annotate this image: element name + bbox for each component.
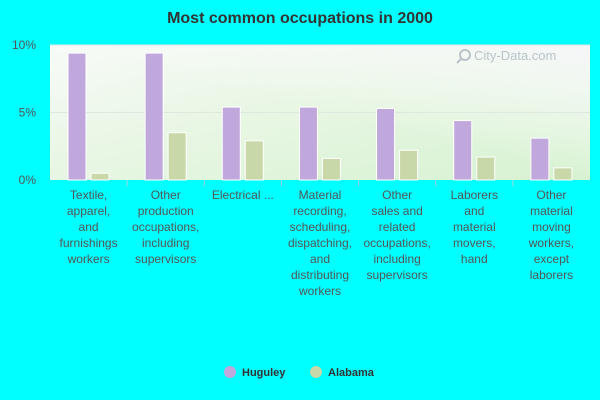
category-label-line: recording,: [293, 204, 346, 218]
category-label-line: occupations,: [132, 220, 199, 234]
category-label-line: including: [142, 236, 189, 250]
bar-alabama-4: [399, 149, 419, 181]
bar-alabama-3: [321, 157, 341, 181]
bar-alabama-0: [90, 172, 110, 181]
category-label-line: and: [79, 220, 99, 234]
magnifier-icon: [456, 49, 471, 64]
category-label-line: Electrical ...: [212, 188, 274, 202]
bar-huguley-4: [376, 107, 396, 181]
category-label-line: occupations,: [363, 236, 430, 250]
category-label-line: workers,: [528, 236, 574, 250]
category-label-line: related: [379, 220, 416, 234]
category-label-line: laborers: [530, 268, 573, 282]
category-label-line: distributing: [291, 268, 349, 282]
category-label-4: Other sales and related occupations, includi…: [363, 188, 430, 282]
category-label-line: Other: [382, 188, 412, 202]
category-label-line: workers: [67, 252, 110, 266]
category-label-line: except: [534, 252, 570, 266]
category-separators: [126, 180, 514, 186]
category-label-line: sales and: [371, 204, 422, 218]
category-label-line: workers: [298, 284, 341, 298]
chart-title: Most common occupations in 2000: [167, 10, 433, 27]
category-label-line: Other: [536, 188, 566, 202]
category-labels: Textile, apparel, and furnishings workers Oth…: [60, 188, 575, 298]
bar-huguley-3: [298, 106, 318, 181]
bar-huguley-0: [67, 52, 87, 181]
category-label-line: Textile,: [70, 188, 107, 202]
category-label-line: Other: [151, 188, 181, 202]
y-axis-ticks: 0% 5% 10%: [12, 38, 36, 187]
category-label-line: moving: [532, 220, 571, 234]
watermark: City-Data.com: [456, 48, 556, 64]
category-label-line: Laborers: [451, 188, 498, 202]
category-label-line: hand: [461, 252, 488, 266]
category-label-line: and: [310, 252, 330, 266]
category-label-2: Electrical ...: [212, 188, 274, 202]
category-label-line: dispatching,: [288, 236, 352, 250]
category-label-line: supervisors: [366, 268, 427, 282]
legend: Huguley Alabama: [224, 366, 375, 379]
category-label-line: scheduling,: [290, 220, 351, 234]
category-label-3: Material recording, scheduling, dispatching…: [288, 188, 352, 298]
legend-label-huguley: Huguley: [242, 367, 286, 379]
category-label-6: Other material moving workers, except laborer…: [528, 188, 574, 282]
y-tick-label: 0%: [19, 173, 37, 187]
bar-huguley-1: [144, 52, 164, 181]
category-label-line: material: [453, 220, 496, 234]
category-label-line: Material: [299, 188, 342, 202]
category-label-0: Textile, apparel, and furnishings workers: [60, 188, 118, 266]
bar-huguley-2: [221, 106, 241, 181]
y-tick-label: 5%: [19, 106, 37, 120]
legend-label-alabama: Alabama: [328, 367, 375, 379]
y-tick-label: 10%: [12, 38, 36, 52]
bar-alabama-5: [476, 156, 496, 181]
bar-huguley-6: [530, 137, 550, 181]
grid-lines: [50, 44, 590, 113]
category-label-line: including: [373, 252, 420, 266]
watermark-text: City-Data.com: [474, 48, 556, 63]
bar-alabama-2: [244, 140, 264, 181]
category-label-line: supervisors: [135, 252, 196, 266]
category-label-line: furnishings: [60, 236, 118, 250]
legend-swatch-alabama: [310, 366, 322, 378]
legend-swatch-huguley: [224, 366, 236, 378]
category-label-line: movers,: [453, 236, 496, 250]
category-label-line: apparel,: [67, 204, 110, 218]
category-label-1: Other production occupations, including supe…: [132, 188, 199, 266]
category-label-line: material: [530, 204, 573, 218]
category-label-line: production: [138, 204, 194, 218]
bars: [67, 52, 573, 181]
bar-huguley-5: [453, 120, 473, 181]
bar-alabama-6: [553, 167, 573, 181]
category-label-line: and: [464, 204, 484, 218]
category-label-5: Laborers and material movers, hand: [451, 188, 498, 266]
bar-alabama-1: [167, 132, 187, 181]
